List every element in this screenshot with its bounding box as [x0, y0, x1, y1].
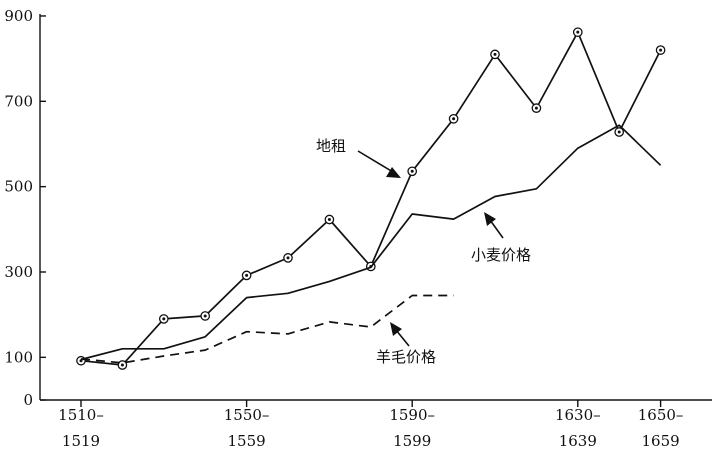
x-tick-label-top: 1510– — [58, 406, 104, 424]
series-wool-price-line — [80, 294, 454, 364]
x-tick-label-top: 1590– — [389, 406, 435, 424]
rent-data-point-center — [245, 273, 249, 277]
rent-data-point-center — [120, 363, 124, 367]
y-ticks: 0 100 300 500 700 900 — [4, 7, 46, 409]
rent-data-point-center — [534, 106, 538, 110]
x-tick-label-bottom: 1559 — [228, 432, 266, 450]
x-ticks: 1510– 1519 1550– 1559 1590– 1599 1630– 1639 1650… — [58, 400, 683, 450]
rent-data-point-center — [617, 130, 621, 134]
rent-data-point-center — [162, 317, 166, 321]
rent-data-point-center — [286, 256, 290, 260]
x-tick-label-top: 1630– — [555, 406, 601, 424]
annotation-wool-label: 羊毛价格 — [376, 348, 436, 366]
annotation-layer: 地租 小麦价格 羊毛价格 — [316, 137, 531, 366]
rent-data-point-center — [493, 52, 497, 56]
annotation-rent-arrow — [357, 150, 394, 173]
annotation-rent-label: 地租 — [316, 137, 346, 155]
annotation-rent-arrowhead — [386, 167, 401, 178]
annotation-wheat-arrowhead — [484, 212, 496, 226]
annotation-wool-arrowhead — [390, 322, 402, 336]
y-tick-label: 500 — [4, 178, 33, 196]
y-tick-label: 100 — [4, 348, 33, 366]
x-tick-label-bottom: 1519 — [62, 432, 100, 450]
series-layer — [76, 27, 666, 370]
x-tick-label-top: 1650– — [638, 406, 684, 424]
x-tick-label-top: 1550– — [224, 406, 270, 424]
y-tick-label: 700 — [4, 92, 33, 110]
x-tick-label-bottom: 1659 — [642, 432, 680, 450]
annotation-wool-arrow — [395, 329, 410, 347]
x-tick-label-bottom: 1599 — [393, 432, 431, 450]
series-rent-line — [80, 31, 662, 366]
series-wheat-price-line — [80, 124, 662, 361]
x-tick-label-bottom: 1639 — [559, 432, 597, 450]
y-tick-label: 300 — [4, 263, 33, 281]
rent-data-point-center — [452, 117, 456, 121]
axes — [39, 14, 712, 401]
rent-data-point-center — [327, 218, 331, 222]
y-tick-label: 900 — [4, 7, 33, 25]
rent-data-point-center — [203, 314, 207, 318]
annotation-wheat-arrow — [489, 219, 504, 239]
rent-data-point-center — [410, 169, 414, 173]
rent-data-point-center — [659, 48, 663, 52]
annotation-wheat-label: 小麦价格 — [471, 246, 531, 264]
y-tick-label: 0 — [23, 391, 33, 409]
rent-data-point-center — [576, 30, 580, 34]
